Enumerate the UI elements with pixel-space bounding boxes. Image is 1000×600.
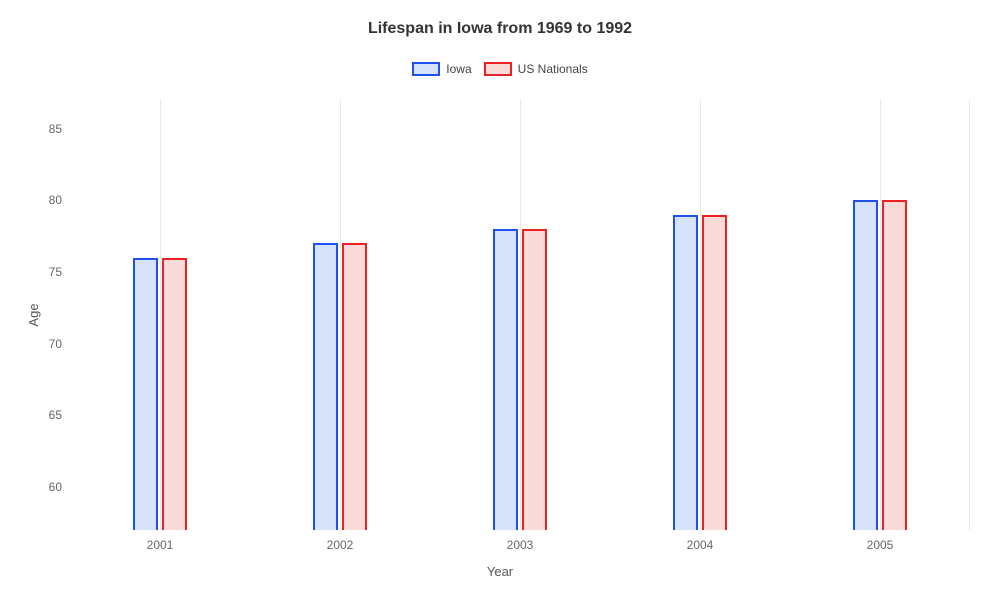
y-tick-label: 70: [49, 337, 70, 351]
bar: [673, 215, 698, 530]
bar: [882, 200, 907, 530]
chart-container: Lifespan in Iowa from 1969 to 1992 Iowa …: [0, 0, 1000, 600]
y-tick-label: 60: [49, 480, 70, 494]
bar: [493, 229, 518, 530]
bar: [133, 258, 158, 530]
x-tick-label: 2003: [507, 530, 534, 552]
gridline: [969, 100, 970, 530]
legend-item-iowa: Iowa: [412, 62, 471, 76]
plot-area: 20012002200320042005606570758085: [70, 100, 970, 530]
x-tick-label: 2004: [687, 530, 714, 552]
x-tick-label: 2002: [327, 530, 354, 552]
y-axis-title: Age: [26, 303, 41, 326]
y-tick-label: 75: [49, 265, 70, 279]
legend-swatch-us: [484, 62, 512, 76]
bar: [702, 215, 727, 530]
legend-label-iowa: Iowa: [446, 62, 471, 76]
y-tick-label: 65: [49, 408, 70, 422]
y-tick-label: 80: [49, 193, 70, 207]
legend-swatch-iowa: [412, 62, 440, 76]
chart-title: Lifespan in Iowa from 1969 to 1992: [0, 20, 1000, 38]
bar: [522, 229, 547, 530]
bar: [162, 258, 187, 530]
bar: [313, 243, 338, 530]
legend: Iowa US Nationals: [0, 62, 1000, 76]
x-tick-label: 2001: [147, 530, 174, 552]
y-tick-label: 85: [49, 122, 70, 136]
x-axis-title: Year: [487, 564, 513, 579]
x-tick-label: 2005: [867, 530, 894, 552]
bar: [853, 200, 878, 530]
bar: [342, 243, 367, 530]
legend-label-us: US Nationals: [518, 62, 588, 76]
legend-item-us: US Nationals: [484, 62, 588, 76]
